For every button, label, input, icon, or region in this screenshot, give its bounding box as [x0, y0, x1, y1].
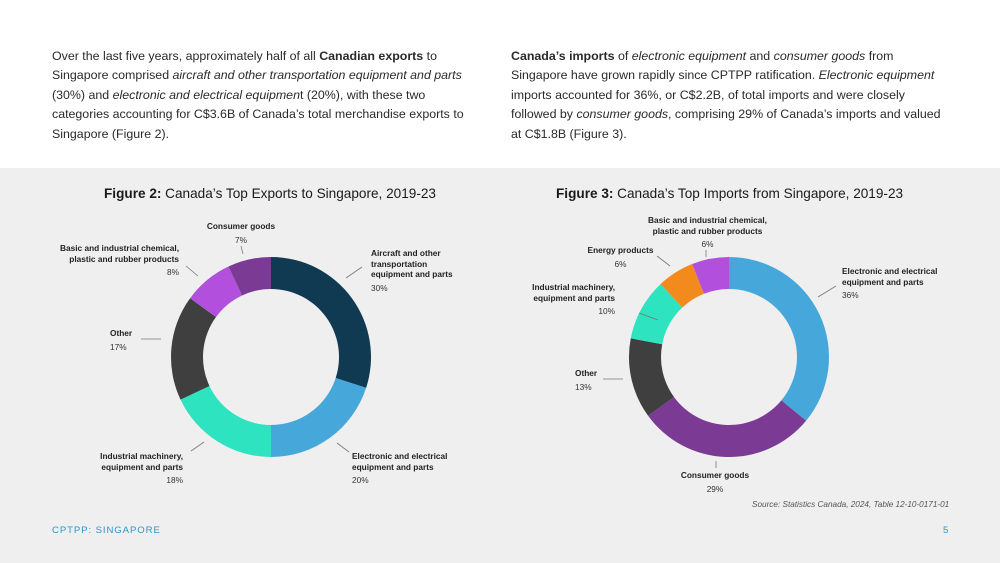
text-run: of — [614, 49, 632, 63]
emphasis-canadas-imports: Canada’s imports — [511, 49, 615, 63]
label-electronic: Electronic and electrical equipment and … — [842, 266, 942, 301]
label-percent: 18% — [166, 475, 183, 485]
label-industrial-machinery: Industrial machinery, equipment and part… — [86, 451, 183, 486]
text-run: from Singapore have grown rapidly since … — [511, 49, 894, 83]
label-chemicals: Basic and industrial chemical, plastic a… — [640, 215, 775, 250]
label-percent: 29% — [706, 483, 724, 494]
label-percent: 6% — [614, 258, 627, 269]
emphasis-aircraft: aircraft and other transportation equipm… — [172, 68, 462, 83]
leader-line — [656, 255, 671, 267]
donut-slice-aircraft-and-other-transportation-equipment-and-parts — [271, 257, 372, 388]
text-run: Over the last five years, approximately … — [52, 49, 320, 63]
text-run: imports accounted for 36%, or C$2.2B, of… — [511, 87, 905, 122]
label-other: Other 13% — [575, 368, 615, 392]
label-name: Basic and industrial chemical, plastic a… — [60, 243, 179, 264]
leader-line — [817, 285, 837, 298]
label-percent: 17% — [110, 341, 127, 352]
label-percent: 36% — [842, 290, 859, 300]
label-name: Electronic and electrical equipment and … — [352, 451, 448, 472]
figure-2-title-text: Canada’s Top Exports to Singapore, 2019-… — [161, 186, 436, 201]
label-name: Industrial machinery, equipment and part… — [100, 451, 183, 472]
leader-line — [336, 442, 350, 453]
donut-slice-electronic-and-electrical-equipment-and-parts — [271, 378, 367, 457]
donut-slice-other — [629, 338, 674, 416]
label-percent: 13% — [575, 381, 592, 392]
figure-2-label: Figure 2: — [104, 186, 162, 201]
leader-line — [185, 265, 199, 277]
emphasis-consumer-goods: consumer goods — [773, 49, 866, 63]
leader-line — [345, 266, 363, 279]
label-percent: 10% — [598, 306, 615, 316]
intro-paragraph-exports: Over the last five years, approximately … — [52, 47, 472, 144]
text-run: (30%) and — [52, 87, 113, 102]
donut-slice-industrial-machinery-equipment-and-parts — [180, 385, 271, 457]
label-name: Energy products — [587, 245, 654, 255]
emphasis-consumer-goods: consumer goods — [576, 107, 669, 122]
donut-slice-other — [171, 298, 216, 400]
donut-slice-industrial-machinery-equipment-and-parts — [630, 284, 683, 345]
text-run: t (20%), with these two categories accou… — [52, 87, 464, 141]
footer-section-title: CPTPP: SINGAPORE — [52, 525, 161, 536]
label-percent: 6% — [701, 239, 714, 249]
label-percent: 8% — [167, 267, 179, 277]
text-run: and — [746, 49, 774, 63]
donut-slice-consumer-goods — [228, 257, 271, 296]
label-name: Electronic and electrical equipment and … — [842, 266, 938, 287]
label-industrial-machinery: Industrial machinery, equipment and part… — [522, 282, 615, 317]
emphasis-electronic-equipment: Electronic equipment — [818, 68, 935, 83]
donut-slice-consumer-goods — [648, 396, 807, 457]
leader-line — [638, 312, 659, 321]
label-name: Other — [575, 368, 598, 378]
figure-3-label: Figure 3: — [556, 186, 614, 201]
imports-donut — [629, 257, 829, 457]
label-name: Consumer goods — [680, 470, 750, 480]
donut-slice-basic-and-industrial-chemical-plastic-and-rubber-products — [190, 266, 243, 318]
page-number: 5 — [943, 525, 949, 536]
emphasis-electronic-equipment: electronic equipment — [631, 49, 747, 63]
text-run: to Singapore comprised — [52, 49, 437, 83]
donut-slice-electronic-and-electrical-equipment-and-parts — [729, 257, 829, 421]
label-consumer-goods: Consumer goods 29% — [670, 470, 760, 494]
donut-slice-basic-and-industrial-chemical-plastic-and-rubber-products — [692, 257, 729, 294]
label-percent: 30% — [371, 282, 388, 293]
emphasis-electronic: electronic and electrical equipmen — [112, 87, 300, 102]
label-chemicals: Basic and industrial chemical, plastic a… — [40, 243, 179, 278]
label-name: Consumer goods — [206, 221, 276, 231]
figures-panel — [0, 168, 1000, 563]
label-electronic: Electronic and electrical equipment and … — [352, 451, 452, 486]
figure-3-title-text: Canada’s Top Imports from Singapore, 201… — [613, 186, 904, 201]
intro-paragraph-imports: Canada’s imports of electronic equipment… — [511, 47, 951, 144]
donut-slice-energy-products — [660, 264, 704, 308]
label-name: Industrial machinery, equipment and part… — [532, 282, 615, 303]
label-name: Other — [110, 328, 133, 338]
label-name: Basic and industrial chemical, plastic a… — [648, 215, 767, 236]
label-percent: 7% — [235, 234, 247, 245]
label-name: Aircraft and other transportation equipm… — [371, 248, 453, 279]
exports-donut — [171, 257, 372, 457]
label-energy-products: Energy products 6% — [583, 245, 658, 269]
label-other: Other 17% — [110, 328, 150, 352]
leader-line — [190, 441, 205, 452]
leader-lines — [141, 245, 837, 468]
text-run: , comprising 29% of Canada’s imports and… — [511, 107, 941, 141]
source-note: Source: Statistics Canada, 2024, Table 1… — [752, 500, 950, 509]
label-consumer-goods: Consumer goods 7% — [196, 221, 286, 245]
figure-3-title: Figure 3: Canada’s Top Imports from Sing… — [556, 186, 903, 201]
leader-line — [240, 245, 244, 255]
figure-2-title: Figure 2: Canada’s Top Exports to Singap… — [104, 186, 436, 201]
label-aircraft: Aircraft and other transportation equipm… — [371, 248, 463, 293]
emphasis-canadian-exports: Canadian exports — [319, 49, 424, 63]
label-percent: 20% — [352, 475, 369, 485]
